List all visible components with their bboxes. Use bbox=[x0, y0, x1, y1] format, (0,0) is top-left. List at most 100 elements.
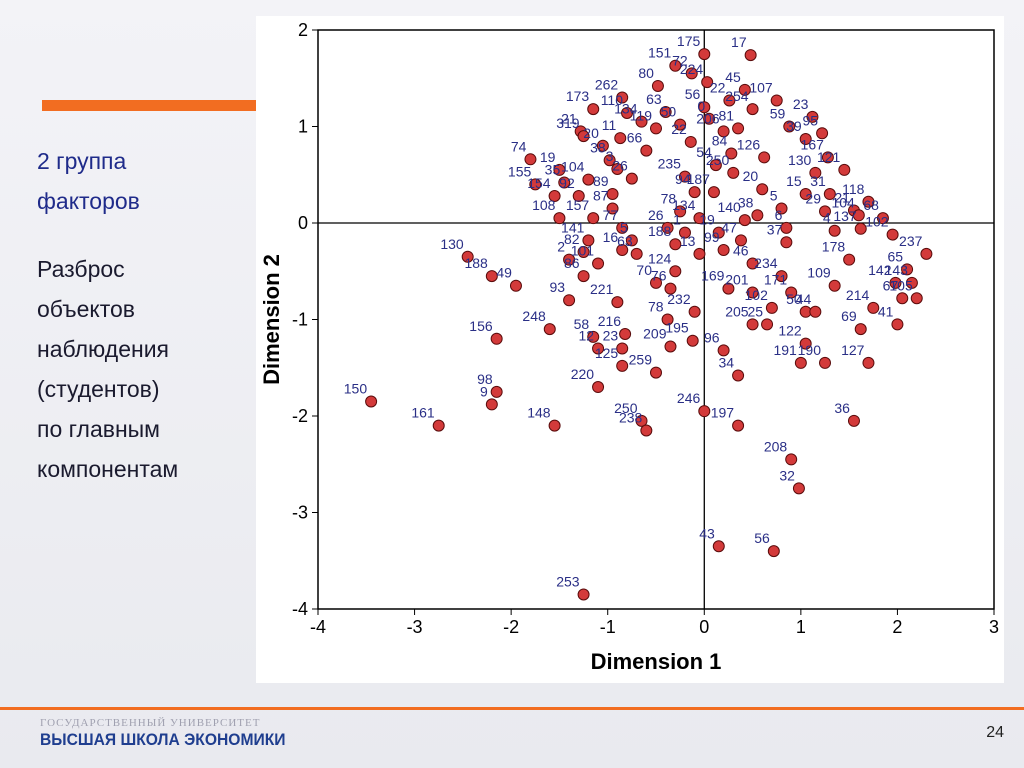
data-point bbox=[661, 221, 674, 234]
data-point-label: 104 bbox=[561, 159, 585, 175]
data-point-label: 74 bbox=[511, 138, 527, 154]
data-point-label: 259 bbox=[629, 352, 653, 368]
data-point bbox=[780, 221, 793, 234]
data-point-label: 93 bbox=[550, 279, 566, 295]
y-tick-label: 2 bbox=[298, 20, 308, 40]
data-point-label: 235 bbox=[658, 156, 682, 172]
data-point-label: 107 bbox=[749, 79, 773, 95]
data-point-label: 221 bbox=[590, 281, 614, 297]
data-point-label: 23 bbox=[603, 327, 619, 343]
data-point-label: 78 bbox=[661, 190, 677, 206]
data-point bbox=[775, 270, 788, 283]
data-point bbox=[524, 153, 537, 166]
data-point-label: 188 bbox=[464, 255, 488, 271]
data-point-label: 121 bbox=[817, 149, 841, 165]
data-point-label: 50 bbox=[786, 291, 802, 307]
data-point-label: 148 bbox=[527, 405, 551, 421]
data-point-label: 105 bbox=[889, 277, 913, 293]
data-point bbox=[799, 133, 812, 146]
data-point-label: 59 bbox=[770, 106, 786, 122]
data-point-label: 134 bbox=[672, 197, 696, 213]
data-point-label: 197 bbox=[711, 405, 735, 421]
data-point bbox=[799, 188, 812, 201]
data-point bbox=[619, 327, 632, 340]
data-point bbox=[635, 115, 648, 128]
data-point-label: 110 bbox=[601, 92, 624, 108]
data-point bbox=[910, 292, 923, 305]
data-point-label: 32 bbox=[779, 467, 795, 483]
data-point bbox=[738, 214, 751, 227]
data-point bbox=[862, 356, 875, 369]
data-point bbox=[553, 212, 566, 225]
plot-frame bbox=[317, 29, 995, 610]
data-point bbox=[621, 106, 634, 119]
slide-heading-line-1: 2 группа bbox=[37, 148, 127, 174]
data-point bbox=[650, 276, 662, 289]
data-point bbox=[819, 205, 831, 218]
data-point-label: 173 bbox=[566, 88, 590, 104]
data-point-label: 102 bbox=[745, 287, 769, 303]
data-point-label: 130 bbox=[440, 236, 464, 252]
data-point bbox=[717, 244, 730, 257]
data-point bbox=[461, 250, 474, 263]
data-point-label: 246 bbox=[677, 390, 701, 406]
data-point-label: 250 bbox=[706, 152, 730, 168]
data-point-label: 26 bbox=[612, 158, 628, 174]
data-point bbox=[587, 212, 600, 225]
data-point bbox=[809, 166, 822, 179]
data-point-label: 2 bbox=[557, 239, 565, 255]
data-point-label: 101 bbox=[571, 243, 595, 259]
data-point bbox=[651, 79, 664, 92]
data-point bbox=[678, 226, 691, 239]
data-point-label: 232 bbox=[667, 291, 691, 307]
data-point-label: 250 bbox=[614, 400, 638, 416]
data-point-label: 155 bbox=[508, 163, 532, 179]
data-point-label: 98 bbox=[477, 371, 493, 387]
data-point bbox=[616, 244, 629, 257]
data-point bbox=[843, 253, 856, 266]
data-point bbox=[920, 247, 933, 260]
slide-text: 2 группа факторов Разброс объектов наблю… bbox=[37, 141, 252, 489]
data-point bbox=[712, 226, 725, 239]
data-point-label: 171 bbox=[764, 271, 788, 287]
data-point-label: 130 bbox=[788, 152, 812, 168]
x-tick-label: -2 bbox=[503, 617, 519, 637]
data-point-label: 143 bbox=[885, 262, 909, 278]
data-point bbox=[529, 178, 542, 191]
data-point bbox=[485, 398, 498, 411]
data-point bbox=[577, 245, 590, 258]
data-point bbox=[563, 253, 576, 266]
data-point bbox=[703, 112, 716, 125]
data-point-label: 1 bbox=[673, 212, 681, 228]
data-point bbox=[509, 279, 522, 292]
data-point bbox=[563, 294, 576, 307]
data-point bbox=[756, 183, 769, 196]
data-point bbox=[746, 257, 759, 270]
data-point bbox=[819, 356, 831, 369]
data-point bbox=[688, 186, 701, 199]
data-point-label: 92 bbox=[559, 175, 575, 191]
data-point bbox=[625, 172, 638, 185]
data-point-label: 45 bbox=[725, 69, 741, 85]
data-point-label: 78 bbox=[648, 299, 664, 315]
data-point-label: 58 bbox=[574, 316, 590, 332]
data-point bbox=[717, 344, 730, 357]
data-point bbox=[592, 257, 605, 270]
data-point bbox=[712, 540, 725, 553]
data-point-label: 31 bbox=[810, 173, 826, 189]
data-point-label: 248 bbox=[522, 308, 546, 324]
slide-body-line-6: компонентам bbox=[37, 456, 179, 482]
slide-body-line-1: Разброс bbox=[37, 256, 125, 282]
data-point bbox=[886, 228, 899, 241]
data-point-label: 50 bbox=[661, 104, 677, 120]
data-point-label: 9 bbox=[480, 383, 488, 399]
data-point-label: 70 bbox=[636, 262, 652, 278]
data-point bbox=[717, 125, 730, 138]
x-tick-label: -1 bbox=[600, 617, 616, 637]
data-point bbox=[783, 120, 796, 133]
data-point-label: 77 bbox=[603, 207, 619, 223]
data-point bbox=[852, 209, 865, 222]
data-point bbox=[490, 332, 503, 345]
data-point-label: 34 bbox=[719, 354, 735, 370]
data-point-label: 190 bbox=[798, 342, 822, 358]
